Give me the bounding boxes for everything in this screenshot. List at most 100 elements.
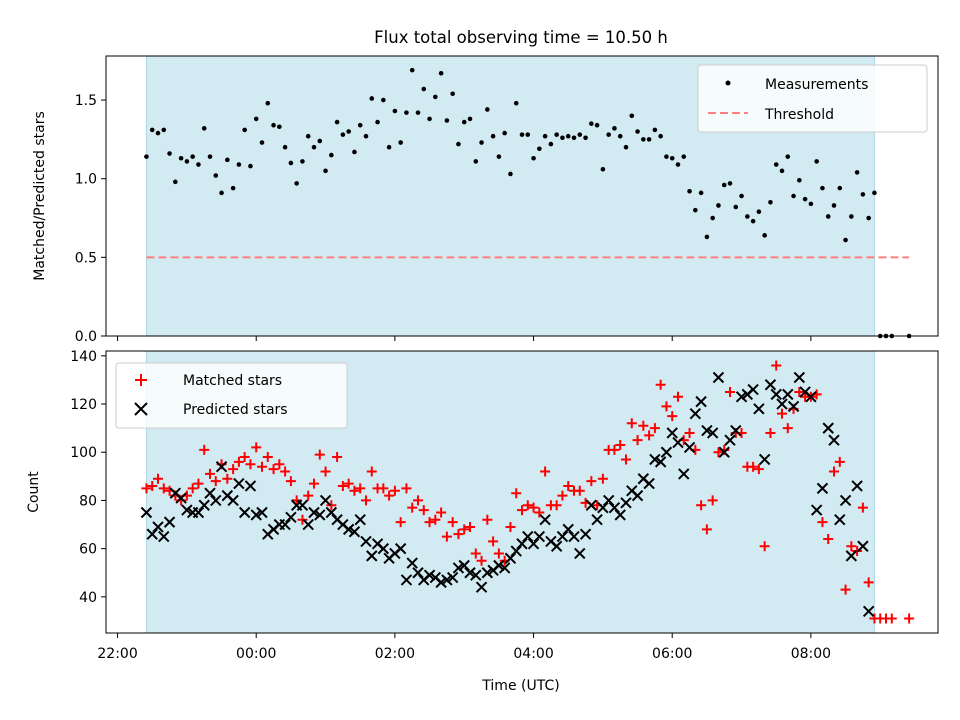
measurement-point xyxy=(421,86,427,92)
measurement-point xyxy=(253,116,259,122)
matched-star-point xyxy=(378,483,389,494)
matched-star-point xyxy=(557,490,568,501)
measurement-point xyxy=(369,96,375,101)
predicted-star-point xyxy=(683,441,696,454)
predicted-star-point xyxy=(758,453,771,466)
predicted-star-point xyxy=(354,514,366,526)
predicted-star-point xyxy=(562,523,574,536)
bottom-ytick-label: 100 xyxy=(70,445,97,461)
predicted-star-point xyxy=(857,540,869,552)
matched-star-point xyxy=(597,473,608,484)
measurement-point xyxy=(450,91,455,97)
matched-star-point xyxy=(395,517,406,528)
measurement-point xyxy=(392,108,398,114)
measurement-point xyxy=(560,135,565,141)
matched-star-point xyxy=(863,577,874,588)
measurement-point xyxy=(854,170,860,175)
matched-star-point xyxy=(153,473,163,484)
measurement-point xyxy=(427,116,432,122)
measurement-point xyxy=(305,133,311,139)
measurement-point xyxy=(219,190,224,196)
top-legend: Measurements Threshold xyxy=(697,64,928,133)
matched-star-point xyxy=(482,514,493,525)
predicted-star-point xyxy=(481,567,494,579)
matched-star-point xyxy=(696,500,707,511)
top-legend-box xyxy=(697,64,928,133)
legend-predicted-marker xyxy=(134,402,148,416)
bottom-axes-frame xyxy=(105,350,939,634)
predicted-star-point xyxy=(308,506,320,519)
measurement-point xyxy=(756,209,762,215)
predicted-star-point xyxy=(620,497,632,509)
predicted-star-point xyxy=(498,562,511,574)
predicted-star-point xyxy=(210,494,222,507)
top-ytick-label: 1.0 xyxy=(75,172,97,188)
predicted-star-point xyxy=(510,545,522,557)
measurement-point xyxy=(721,182,727,188)
measurement-point xyxy=(820,185,825,191)
matched-star-point xyxy=(239,452,250,463)
measurement-point xyxy=(802,196,808,202)
predicted-star-point xyxy=(660,446,673,458)
matched-star-point xyxy=(794,386,805,397)
predicted-star-point xyxy=(296,499,309,511)
predicted-star-point xyxy=(614,509,626,521)
measurement-point xyxy=(606,132,611,137)
bottom-ytick-label: 40 xyxy=(79,590,97,606)
matched-star-point xyxy=(430,514,441,525)
measurement-point xyxy=(473,159,479,164)
predicted-star-point xyxy=(458,559,470,572)
measurement-point xyxy=(762,233,767,238)
matched-star-point xyxy=(257,461,267,472)
predicted-star-point xyxy=(672,436,684,449)
predicted-star-point xyxy=(816,482,829,495)
measurement-point xyxy=(785,154,791,159)
top-ylabel: Matched/Predicted stars xyxy=(32,111,48,281)
matched-star-point xyxy=(673,391,683,402)
matched-star-point xyxy=(413,495,423,506)
matched-star-point xyxy=(268,464,279,475)
measurement-point xyxy=(485,107,490,112)
predicted-star-point xyxy=(822,422,834,434)
matched-star-point xyxy=(540,466,551,477)
top-panel: 0.0 0.5 1.0 1.5 Matched/Predicted stars Mea… xyxy=(32,55,939,345)
predicted-star-point xyxy=(574,547,586,560)
measurement-point xyxy=(687,188,692,194)
matched-star-point xyxy=(470,548,481,559)
measurement-point xyxy=(727,181,733,186)
measurement-point xyxy=(323,168,328,174)
measurement-point xyxy=(612,126,617,131)
predicted-star-point xyxy=(302,518,314,531)
measurement-point xyxy=(386,144,392,150)
matched-star-point xyxy=(626,418,637,429)
measurement-point xyxy=(617,133,623,139)
chart-title: Flux total observing time = 10.50 h xyxy=(374,28,668,47)
measurement-point xyxy=(225,157,230,163)
measurement-point xyxy=(248,163,253,169)
predicted-star-point xyxy=(782,388,794,401)
matched-star-point xyxy=(707,495,718,506)
measurement-point xyxy=(849,214,854,219)
matched-star-point xyxy=(384,490,395,501)
measurement-point xyxy=(600,166,606,172)
predicted-star-point xyxy=(475,581,488,593)
predicted-star-point xyxy=(215,460,228,473)
predicted-star-point xyxy=(377,542,390,555)
predicted-star-point xyxy=(579,528,592,540)
matched-star-point xyxy=(823,534,834,544)
predicted-star-point xyxy=(550,540,563,552)
predicted-star-point xyxy=(666,427,678,439)
matched-star-point xyxy=(782,423,793,434)
predicted-star-point xyxy=(342,523,355,536)
measurement-point xyxy=(282,144,288,150)
predicted-star-point xyxy=(452,562,465,574)
matched-star-point xyxy=(141,483,152,494)
measurement-points xyxy=(144,67,912,339)
measurement-point xyxy=(201,126,207,131)
predicted-star-point xyxy=(678,468,690,480)
legend-threshold-label: Threshold xyxy=(764,107,834,123)
measurement-point xyxy=(277,124,282,130)
matched-star-point xyxy=(245,459,256,470)
matched-star-point xyxy=(644,430,655,441)
